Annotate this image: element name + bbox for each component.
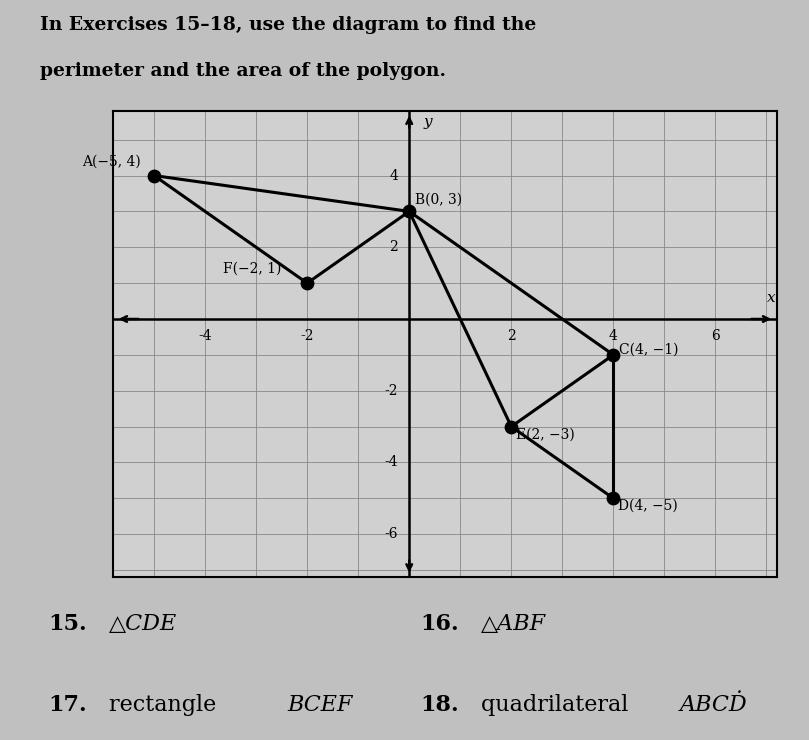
Text: 6: 6 <box>711 329 720 343</box>
Text: -2: -2 <box>300 329 314 343</box>
Text: -4: -4 <box>198 329 212 343</box>
Text: 18.: 18. <box>421 694 460 716</box>
Text: F(−2, 1): F(−2, 1) <box>223 262 282 276</box>
Text: -2: -2 <box>384 384 398 397</box>
Text: 17.: 17. <box>49 694 87 716</box>
Text: rectangle: rectangle <box>109 694 223 716</box>
Text: B(0, 3): B(0, 3) <box>415 193 463 207</box>
Text: In Exercises 15–18, use the diagram to find the: In Exercises 15–18, use the diagram to f… <box>40 16 536 33</box>
Text: △ABF: △ABF <box>481 613 547 635</box>
Text: -4: -4 <box>384 455 398 469</box>
Text: 4: 4 <box>389 169 398 183</box>
Text: D(4, −5): D(4, −5) <box>618 499 678 513</box>
Point <box>301 278 314 289</box>
Text: BCEF: BCEF <box>287 694 353 716</box>
Text: 4: 4 <box>609 329 618 343</box>
Text: perimeter and the area of the polygon.: perimeter and the area of the polygon. <box>40 62 447 80</box>
Point <box>505 420 518 432</box>
Text: y: y <box>424 115 432 129</box>
Text: 2: 2 <box>389 240 398 255</box>
Text: 2: 2 <box>507 329 515 343</box>
Text: 15.: 15. <box>49 613 87 635</box>
Text: C(4, −1): C(4, −1) <box>620 343 679 357</box>
Text: 16.: 16. <box>421 613 460 635</box>
Text: x: x <box>767 292 776 306</box>
Point <box>147 169 160 181</box>
Text: E(2, −3): E(2, −3) <box>516 428 575 442</box>
Text: △CDE: △CDE <box>109 613 177 635</box>
Text: quadrilateral: quadrilateral <box>481 694 636 716</box>
Point <box>607 492 620 504</box>
Text: A(−5, 4): A(−5, 4) <box>83 155 142 169</box>
Point <box>403 206 416 218</box>
Point <box>607 349 620 361</box>
Text: -6: -6 <box>384 527 398 541</box>
Text: ABCḊ: ABCḊ <box>680 694 748 716</box>
